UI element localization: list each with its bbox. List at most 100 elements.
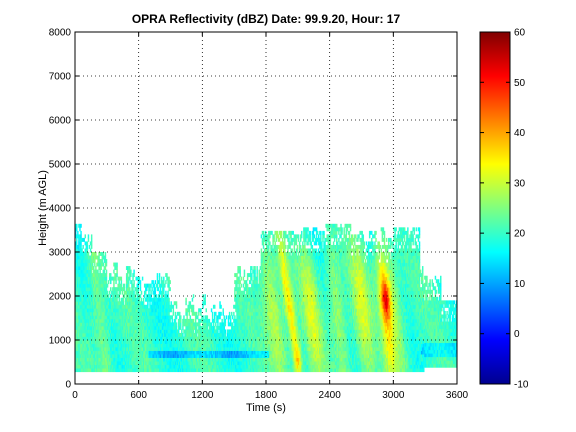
heatmap-cell [119,343,122,348]
heatmap-cell [240,283,242,288]
heatmap-cell [188,311,190,316]
heatmap-cell [135,364,137,369]
heatmap-cell [114,301,116,306]
heatmap-cell [136,311,138,316]
heatmap-cell [279,368,282,373]
heatmap-cell [135,343,137,348]
heatmap-cell [156,340,159,344]
heatmap-cell [153,364,155,369]
heatmap-cell [190,343,193,348]
heatmap-cell [263,280,266,285]
heatmap-cell [76,304,78,309]
heatmap-cell [255,308,257,313]
heatmap-cell [111,301,113,306]
heatmap-cell [211,364,214,369]
heatmap-cell [274,287,276,292]
heatmap-cell [168,357,170,362]
heatmap-cell [90,347,93,351]
heatmap-cell [276,332,279,337]
heatmap-cell [181,329,183,334]
heatmap-cell [91,266,94,270]
heatmap-cell [89,332,92,337]
heatmap-cell [246,273,249,278]
heatmap-cell [125,357,128,362]
heatmap-cell [99,361,101,366]
heatmap-cell [159,343,162,348]
heatmap-cell [273,262,275,267]
heatmap-cell [249,336,251,341]
heatmap-cell [254,311,256,316]
heatmap-cell [80,244,82,249]
heatmap-cell [191,308,194,313]
heatmap-cell [273,340,275,344]
heatmap-cell [87,252,90,256]
heatmap-cell [133,347,135,351]
heatmap-cell [199,354,201,358]
heatmap-cell [237,329,239,334]
heatmap-cell [110,364,112,369]
heatmap-cell [233,347,235,351]
heatmap-cell [78,347,80,351]
heatmap-cell [221,354,223,358]
heatmap-cell [87,280,90,285]
heatmap-cell [101,283,103,288]
heatmap-cell [147,354,149,358]
heatmap-cell [90,368,93,373]
heatmap-cell [279,332,282,337]
heatmap-cell [138,301,141,306]
heatmap-cell [260,287,263,292]
heatmap-cell [266,294,268,299]
heatmap-cell [188,329,190,334]
heatmap-cell [235,287,237,292]
heatmap-cell [225,336,228,341]
heatmap-cell [262,283,265,288]
heatmap-cell [94,294,96,299]
heatmap-cell [93,368,95,373]
heatmap-cell [193,361,196,366]
heatmap-cell [257,283,259,288]
heatmap-cell [261,266,264,270]
heatmap-cell [162,311,164,316]
heatmap-cell [86,308,89,313]
heatmap-cell [207,318,210,323]
heatmap-cell [238,340,240,344]
heatmap-cell [168,354,170,358]
heatmap-cell [230,329,233,334]
heatmap-cell [261,297,264,302]
heatmap-cell [140,368,143,373]
heatmap-cell [155,294,158,299]
heatmap-cell [163,347,165,351]
heatmap-cell [199,336,201,341]
heatmap-cell [230,354,233,358]
heatmap-cell [221,332,223,337]
heatmap-cell [282,350,285,355]
heatmap-cell [198,354,200,358]
heatmap-cell [125,340,128,344]
heatmap-cell [268,322,270,327]
heatmap-cell [235,280,237,285]
heatmap-cell [98,347,100,351]
heatmap-cell [259,340,262,344]
heatmap-cell [279,294,282,299]
heatmap-cell [124,350,127,355]
heatmap-cell [101,347,103,351]
heatmap-cell [264,304,267,309]
heatmap-cell [149,287,151,292]
heatmap-cell [266,308,268,313]
heatmap-cell [228,350,231,355]
heatmap-cell [223,347,226,351]
heatmap-cell [249,325,251,330]
heatmap-cell [281,283,284,288]
heatmap-cell [137,364,140,369]
heatmap-cell [85,329,88,334]
heatmap-cell [242,357,245,362]
heatmap-cell [165,301,167,306]
heatmap-cell [125,361,128,366]
heatmap-cell [83,322,85,327]
heatmap-cell [274,262,276,267]
heatmap-cell [152,304,154,309]
heatmap-cell [258,287,261,292]
heatmap-cell [148,297,150,302]
heatmap-cell [202,304,204,309]
heatmap-cell [174,325,177,330]
